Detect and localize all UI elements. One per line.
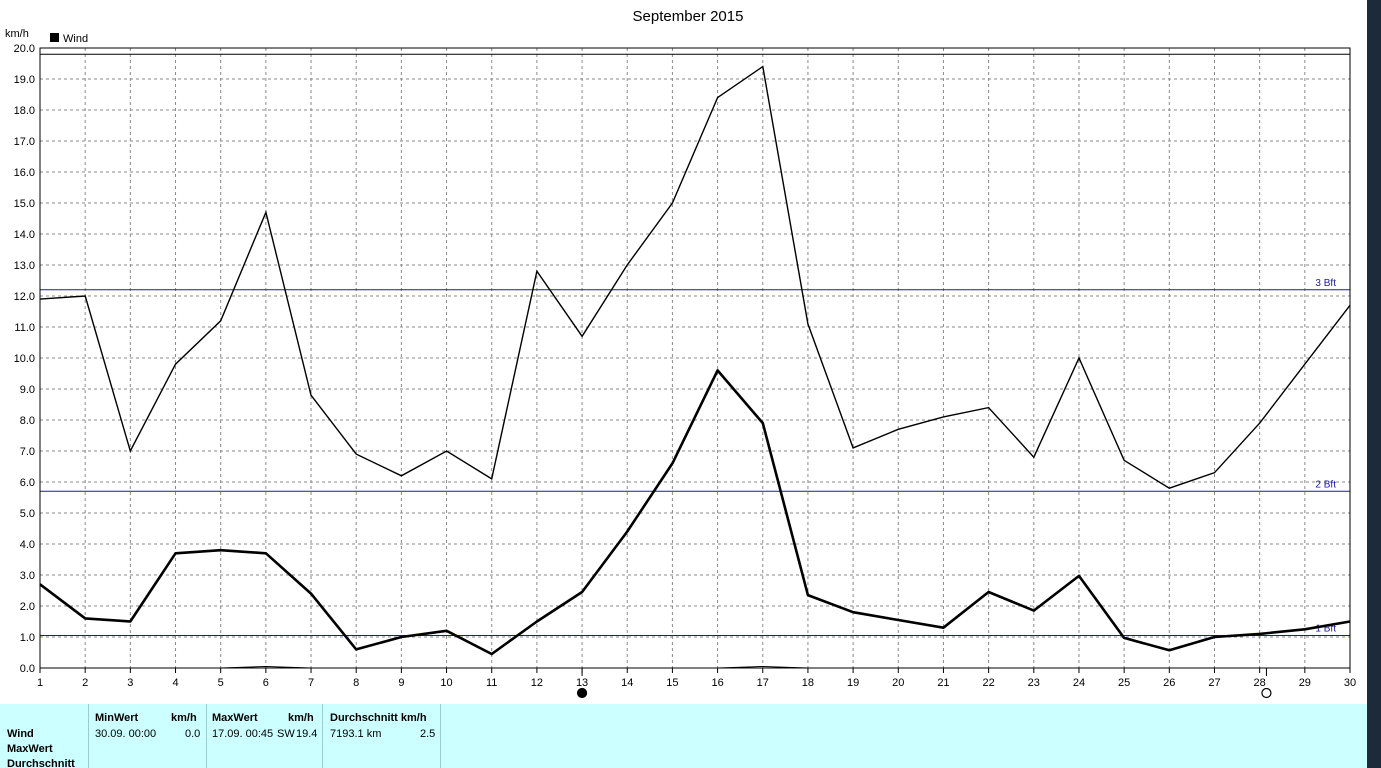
row-label-maxwert: MaxWert [7, 743, 53, 755]
y-tick-label: 11.0 [14, 322, 35, 334]
y-tick-label: 8.0 [20, 415, 35, 427]
window-scrollbar[interactable] [1367, 0, 1381, 768]
y-tick-label: 9.0 [20, 384, 35, 396]
x-tick-label: 10 [440, 677, 452, 689]
series [39, 65, 1351, 669]
x-tick-label: 8 [353, 677, 359, 689]
avg-box: Durchschnitt km/h 7193.1 km 2.5 [323, 704, 441, 768]
y-tick-label: 15.0 [14, 198, 35, 210]
y-tick-label: 1.0 [20, 632, 35, 644]
min-header: MinWert [95, 712, 139, 724]
x-tick-label: 24 [1073, 677, 1085, 689]
max-wind-line [39, 65, 1351, 489]
y-tick-label: 20.0 [14, 43, 35, 55]
x-tick-label: 29 [1299, 677, 1311, 689]
max-header: MaxWert [212, 712, 258, 724]
x-tick-label: 18 [802, 677, 814, 689]
moon-markers [576, 668, 1272, 699]
x-tick-label: 25 [1118, 677, 1130, 689]
y-tick-label: 12.0 [14, 291, 35, 303]
axes: 0.01.02.03.04.05.06.07.08.09.010.011.012… [14, 43, 1357, 689]
x-tick-label: 20 [892, 677, 904, 689]
x-tick-label: 13 [576, 677, 588, 689]
y-tick-label: 14.0 [14, 229, 35, 241]
grid [40, 48, 1350, 668]
bft-label: 1 Bft [1315, 623, 1336, 634]
x-tick-label: 16 [711, 677, 723, 689]
x-tick-label: 12 [531, 677, 543, 689]
y-tick-label: 19.0 [14, 74, 35, 86]
x-tick-label: 22 [982, 677, 994, 689]
min-date: 30.09. 00:00 [95, 728, 157, 740]
bft-label: 2 Bft [1315, 479, 1336, 490]
x-tick-label: 19 [847, 677, 859, 689]
x-tick-label: 21 [937, 677, 949, 689]
y-tick-label: 16.0 [14, 167, 35, 179]
y-tick-label: 2.0 [20, 601, 35, 613]
x-tick-label: 28 [1254, 677, 1266, 689]
y-tick-label: 13.0 [14, 260, 35, 272]
x-tick-label: 30 [1344, 677, 1356, 689]
y-tick-label: 7.0 [20, 446, 35, 458]
max-date: 17.09. 00:45 [212, 728, 274, 740]
max-box: MaxWert km/h 17.09. 00:45 SW 19.4 [206, 704, 323, 768]
max-unit: km/h [288, 712, 314, 724]
y-tick-label: 18.0 [14, 105, 35, 117]
max-value: 19.4 [296, 728, 318, 740]
row-label-durchschnitt: Durchschnitt [7, 758, 75, 768]
min-value: 0.0 [185, 728, 201, 740]
y-tick-label: 6.0 [20, 477, 35, 489]
x-tick-label: 4 [172, 677, 178, 689]
y-axis-unit: km/h [5, 28, 29, 40]
beaufort-lines: 1 Bft 2 Bft 3 Bft [40, 53, 1350, 636]
x-tick-label: 7 [308, 677, 314, 689]
x-tick-label: 6 [263, 677, 269, 689]
legend-swatch [50, 33, 59, 42]
chart-title: September 2015 [633, 8, 744, 25]
new-moon-icon [1261, 687, 1272, 699]
full-moon-icon [576, 687, 588, 699]
statistics-panel: Wind MaxWert Durchschnitt MinWert km/h 3… [0, 704, 1381, 768]
x-tick-label: 3 [127, 677, 133, 689]
bft-label: 3 Bft [1315, 278, 1336, 289]
y-tick-label: 10.0 [14, 353, 35, 365]
x-tick-label: 26 [1163, 677, 1175, 689]
min-unit: km/h [171, 712, 197, 724]
x-tick-label: 27 [1208, 677, 1220, 689]
row-label-wind: Wind [7, 728, 34, 740]
x-tick-label: 2 [82, 677, 88, 689]
wind-chart: September 2015 km/h Wind 1 Bft 2 Bft 3 Bft… [5, 8, 1357, 699]
y-tick-label: 5.0 [20, 508, 35, 520]
average-wind-line [39, 369, 1351, 656]
y-tick-label: 17.0 [14, 136, 35, 148]
y-tick-label: 4.0 [20, 539, 35, 551]
min-wind-line [40, 665, 1350, 669]
legend-label: Wind [63, 33, 88, 45]
x-tick-label: 9 [398, 677, 404, 689]
x-tick-label: 15 [666, 677, 678, 689]
x-tick-label: 23 [1028, 677, 1040, 689]
x-tick-label: 17 [757, 677, 769, 689]
x-tick-label: 11 [486, 677, 497, 689]
max-direction: SW [277, 728, 295, 740]
avg-distance: 7193.1 km [330, 728, 382, 740]
x-tick-label: 1 [37, 677, 43, 689]
x-tick-label: 14 [621, 677, 633, 689]
avg-value: 2.5 [420, 728, 436, 740]
x-tick-label: 5 [218, 677, 224, 689]
y-tick-label: 0.0 [20, 663, 35, 675]
avg-header: Durchschnitt km/h [330, 712, 427, 724]
y-tick-label: 3.0 [20, 570, 35, 582]
min-box: MinWert km/h 30.09. 00:00 0.0 [88, 704, 207, 768]
